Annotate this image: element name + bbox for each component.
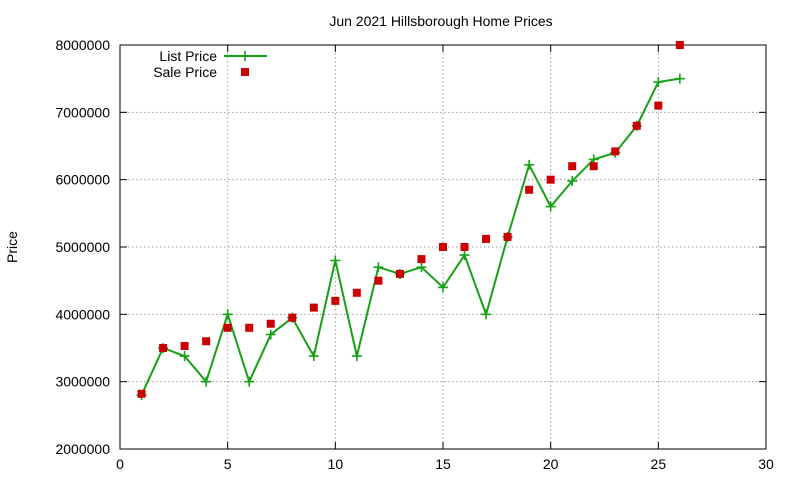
- sale-price-point: [374, 276, 383, 285]
- sale-price-point: [589, 162, 598, 171]
- sale-price-point: [159, 344, 168, 352]
- legend: List Price Sale Price: [153, 48, 267, 80]
- sale-price-point: [245, 323, 254, 332]
- sale-price-point: [482, 234, 491, 243]
- sale-price-point: [417, 255, 426, 264]
- sale-price-point: [352, 288, 361, 297]
- list-price-point: [373, 262, 384, 273]
- y-tick-label: 7000000: [55, 104, 110, 120]
- list-price-line: [140, 77, 681, 396]
- sale-price-point: [202, 337, 211, 346]
- list-price-point: [567, 176, 578, 187]
- y-tick-label: 8000000: [55, 37, 110, 53]
- sale-price-point: [331, 296, 340, 305]
- list-price-point: [545, 201, 556, 212]
- x-tick-label: 20: [543, 456, 559, 472]
- sale-price-point: [568, 162, 577, 171]
- list-price-point: [244, 376, 255, 387]
- list-price-point: [459, 250, 470, 261]
- sale-price-point: [460, 243, 469, 251]
- list-price-point: [674, 73, 685, 84]
- list-price-point: [653, 77, 664, 88]
- sale-price-point: [546, 175, 555, 184]
- sale-price-point: [439, 243, 447, 251]
- sale-price-point: [288, 313, 297, 322]
- y-tick-label: 4000000: [55, 306, 110, 322]
- sale-price-point: [611, 147, 620, 156]
- legend-label-sale-price: Sale Price: [153, 64, 217, 80]
- sale-price-point: [395, 269, 404, 278]
- x-tick-label: 0: [116, 456, 124, 472]
- list-price-point: [481, 309, 492, 320]
- y-tick-label: 5000000: [55, 239, 110, 255]
- sale-price-point: [309, 303, 318, 312]
- list-price-point: [222, 309, 233, 320]
- y-tick-label: 3000000: [55, 374, 110, 390]
- x-tick-label: 25: [651, 456, 667, 472]
- legend-swatch-sale-price: [241, 68, 249, 76]
- list-price-point: [265, 329, 276, 340]
- y-tick-label: 6000000: [55, 172, 110, 188]
- y-axis-label: Price: [4, 231, 20, 263]
- sale-price-point: [137, 389, 146, 398]
- chart-title: Jun 2021 Hillsborough Home Prices: [329, 13, 552, 29]
- legend-swatches: [224, 51, 267, 76]
- sale-price-point: [266, 319, 275, 328]
- y-tick-label: 2000000: [55, 441, 110, 457]
- sale-price-point: [503, 232, 512, 241]
- x-tick-label: 10: [328, 456, 344, 472]
- list-price-point: [351, 351, 362, 362]
- list-price-point: [308, 351, 319, 362]
- x-tick-label: 5: [224, 456, 232, 472]
- axis-ticks: 0 5 10 15 20 25 30 2000000 3000000 4000000 5000000…: [55, 37, 774, 472]
- sale-price-point: [675, 41, 684, 49]
- list-price-point: [201, 376, 212, 387]
- x-tick-label: 15: [435, 456, 451, 472]
- sale-price-point: [180, 341, 189, 350]
- sale-price-point: [525, 185, 534, 194]
- legend-marker-list-price: [240, 51, 250, 61]
- list-price-point: [416, 262, 427, 273]
- legend-label-list-price: List Price: [159, 48, 217, 64]
- sale-price-point: [654, 101, 663, 110]
- list-price-point: [524, 159, 535, 170]
- list-price-point: [179, 351, 190, 362]
- x-tick-label: 30: [758, 456, 774, 472]
- series-layer: [136, 41, 685, 401]
- list-price-point: [330, 255, 341, 266]
- sale-price-point: [223, 323, 232, 332]
- list-price-point: [438, 282, 448, 293]
- grid: [120, 45, 766, 449]
- sale-price-point: [632, 121, 641, 130]
